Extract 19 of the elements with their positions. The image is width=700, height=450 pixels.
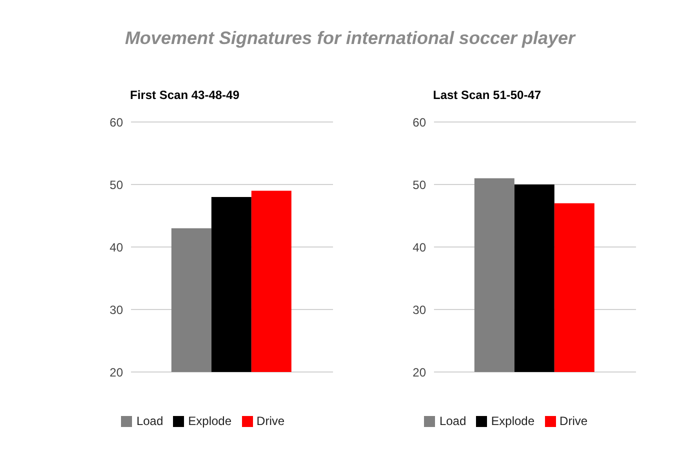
y-tick-label: 60 (412, 115, 426, 130)
legend-label: Drive (256, 414, 285, 428)
legend-label: Drive (560, 414, 588, 428)
legend-label: Explode (188, 414, 232, 428)
y-tick-label: 30 (412, 302, 426, 317)
text: Movement Signatures for international soccer player (124, 28, 576, 48)
y-tick-label: 20 (110, 365, 124, 380)
y-tick-label: 60 (110, 115, 124, 130)
y-tick-label: 50 (412, 178, 426, 192)
chart-title: Last Scan 51-50-47 (433, 88, 542, 104)
y-tick-label: 30 (110, 302, 124, 317)
chart-title: First Scan 43-48-49 (130, 88, 240, 104)
y-tick-label: 40 (412, 240, 426, 254)
y-tick-label: 50 (110, 178, 124, 192)
y-tick-label: 40 (110, 240, 124, 254)
legend-label: Load (136, 414, 164, 428)
y-tick-label: 20 (412, 365, 426, 380)
legend-label: Explode (491, 414, 535, 428)
legend-label: Load (439, 414, 466, 428)
